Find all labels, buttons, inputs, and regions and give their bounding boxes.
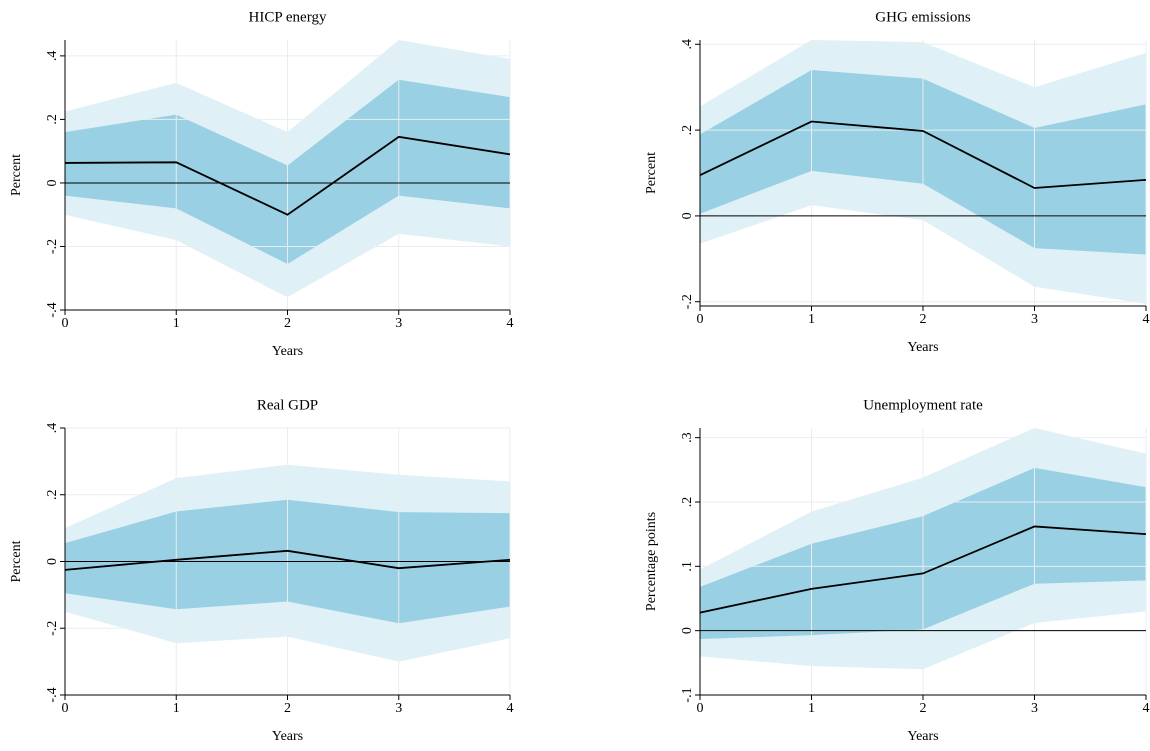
irf-line [64,549,511,571]
panel: Unemployment rate-.10.1.2.30 1 2 3 4YearsPer… [644,397,1149,744]
y-tick-label: .4 [680,39,695,50]
y-tick-label: 0 [680,212,695,219]
panel: HICP energy -.4 -.2 0 .2 .4 0 1 2 3 4 Years Percent [9,9,513,359]
x-tick-label: 4 [1143,701,1150,716]
panel-title: Unemployment rate [863,397,983,413]
y-axis-label: Percent [644,152,659,194]
x-axis-label: Years [907,729,938,744]
x-tick-label: 0 [697,701,704,716]
x-tick-label: 3 [395,701,402,716]
x-tick-label: 4 [507,701,514,716]
y-tick-label: 0 [45,179,60,186]
y-axis-label: Percent [9,540,24,582]
y-tick-label: .2 [680,497,695,508]
y-tick-label: -.4 [45,687,60,702]
x-tick-label: 3 [1031,312,1038,327]
x-tick-label: 1 [808,312,815,327]
x-tick-label: 1 [173,316,180,331]
x-tick-label: 3 [395,316,402,331]
irf-line [64,135,511,216]
irf-line [699,525,1147,614]
y-tick-label: .4 [45,423,60,434]
x-tick-label: 1 [173,701,180,716]
y-axis-label: Percentage points [644,512,659,611]
x-tick-label: 2 [920,312,927,327]
x-axis-label: Years [272,344,303,359]
y-tick-label: -.1 [680,687,695,702]
y-tick-label: 0 [680,627,695,634]
x-tick-label: 4 [507,316,514,331]
x-axis-label: Years [907,340,938,355]
x-tick-label: 2 [284,316,291,331]
x-tick-label: 2 [284,701,291,716]
y-tick-label: -.2 [680,294,695,309]
irf-line [699,120,1147,189]
panel-title: Real GDP [257,397,318,413]
y-tick-label: .2 [45,490,60,501]
y-tick-label: -.4 [45,302,60,317]
x-tick-label: 0 [62,316,69,331]
x-tick-label: 4 [1143,312,1150,327]
y-tick-label: .1 [680,561,695,572]
panel: Real GDP -.4 -.2 0 .2 .4 0 1 2 3 4 Years Percent [9,397,513,744]
y-tick-label: 0 [45,558,60,565]
x-tick-label: 1 [808,701,815,716]
y-axis-label: Percent [9,154,24,196]
x-axis-label: Years [272,729,303,744]
x-tick-label: 0 [62,701,69,716]
y-tick-label: .2 [45,114,60,125]
y-tick-label: -.2 [45,239,60,254]
panel-title: GHG emissions [875,9,971,25]
y-tick-label: -.2 [45,621,60,636]
x-tick-label: 3 [1031,701,1038,716]
panel-title: HICP energy [249,9,327,25]
x-tick-label: 2 [920,701,927,716]
x-tick-label: 0 [697,312,704,327]
y-tick-label: .2 [680,125,695,136]
y-tick-label: .3 [680,432,695,443]
y-tick-label: .4 [45,51,60,62]
